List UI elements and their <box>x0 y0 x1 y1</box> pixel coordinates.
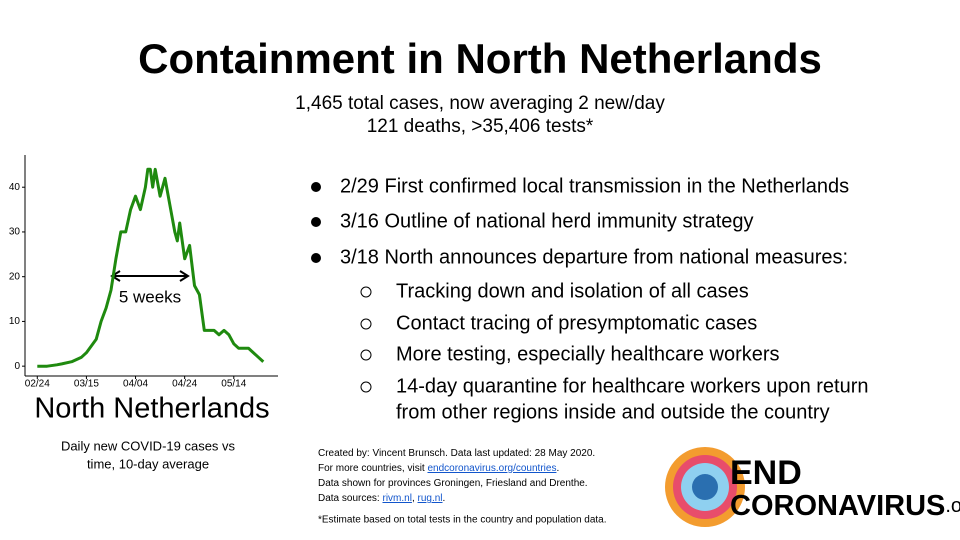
subtitle: 1,465 total cases, now averaging 2 new/d… <box>295 93 665 114</box>
note-text: Data sources: <box>318 493 382 504</box>
subtitle: 121 deaths, >35,406 tests* <box>367 116 594 137</box>
note: Data shown for provinces Groningen, Frie… <box>318 478 588 489</box>
note-text: , <box>412 493 418 504</box>
sub-bullet-dot <box>360 349 372 361</box>
annotation: 5 weeks <box>119 287 181 306</box>
title: Containment in North Netherlands <box>138 35 822 82</box>
footnote: *Estimate based on total tests in the co… <box>318 515 607 526</box>
sub-bullet-dot <box>360 381 372 393</box>
note-text: For more countries, visit <box>318 463 427 474</box>
caption: time, 10-day average <box>87 456 209 471</box>
note: For more countries, visit endcoronavirus… <box>318 463 559 474</box>
bullets: 2/29 First confirmed local transmission … <box>311 175 869 423</box>
note: Data sources: rivm.nl, rug.nl. <box>318 493 445 504</box>
sub-bullet-dot <box>360 318 372 330</box>
note-link[interactable]: endcoronavirus.org/countries <box>427 463 556 474</box>
sub-bullet-dot <box>360 286 372 298</box>
logo-text: CORONAVIRUS.org <box>730 490 960 522</box>
x-tick-label: 05/14 <box>221 379 246 390</box>
sub-bullet: More testing, especially healthcare work… <box>396 343 780 365</box>
note-link[interactable]: rug.nl <box>418 493 443 504</box>
note-text: Data shown for provinces Groningen, Frie… <box>318 478 588 489</box>
y-tick-label: 40 <box>9 182 21 193</box>
x-tick-label: 02/24 <box>25 379 50 390</box>
logo-text: END <box>730 454 802 492</box>
chart-title: North Netherlands <box>34 393 269 425</box>
logo: END CORONAVIRUS.org <box>665 447 960 527</box>
data-line <box>37 167 265 368</box>
sub-bullet: Contact tracing of presymptomatic cases <box>396 312 757 334</box>
logo-virus <box>692 474 718 500</box>
chart: 5 weeks North Netherlands Daily new COVI… <box>9 155 278 471</box>
caption: Daily new COVID-19 cases vs <box>61 438 236 453</box>
logo-suffix: .org <box>945 495 960 517</box>
sub-bullet: from other regions inside and outside th… <box>396 401 830 423</box>
note: Created by: Vincent Brunsch. Data last u… <box>318 448 595 459</box>
bullet: 3/16 Outline of national herd immunity s… <box>340 210 754 232</box>
note-text: Created by: Vincent Brunsch. Data last u… <box>318 448 595 459</box>
x-tick-label: 04/04 <box>123 379 148 390</box>
bullet: 2/29 First confirmed local transmission … <box>340 175 849 197</box>
note-link[interactable]: rivm.nl <box>382 493 411 504</box>
notes: Created by: Vincent Brunsch. Data last u… <box>318 448 595 504</box>
sub-bullet: Tracking down and isolation of all cases <box>396 280 749 302</box>
y-tick-label: 30 <box>9 227 21 238</box>
note-text: . <box>443 493 446 504</box>
note-text: . <box>556 463 559 474</box>
bullet-dot <box>311 182 321 192</box>
y-tick-label: 10 <box>9 316 21 327</box>
x-tick-label: 04/24 <box>172 379 197 390</box>
x-tick-label: 03/15 <box>74 379 99 390</box>
sub-bullet: 14-day quarantine for healthcare workers… <box>396 375 869 397</box>
y-tick-label: 0 <box>14 361 20 372</box>
bullet: 3/18 North announces departure from nati… <box>340 246 848 268</box>
y-tick-label: 20 <box>9 271 21 282</box>
bullet-dot <box>311 217 321 227</box>
bullet-dot <box>311 253 321 263</box>
logo-text: CORONAVIRUS <box>730 490 945 522</box>
